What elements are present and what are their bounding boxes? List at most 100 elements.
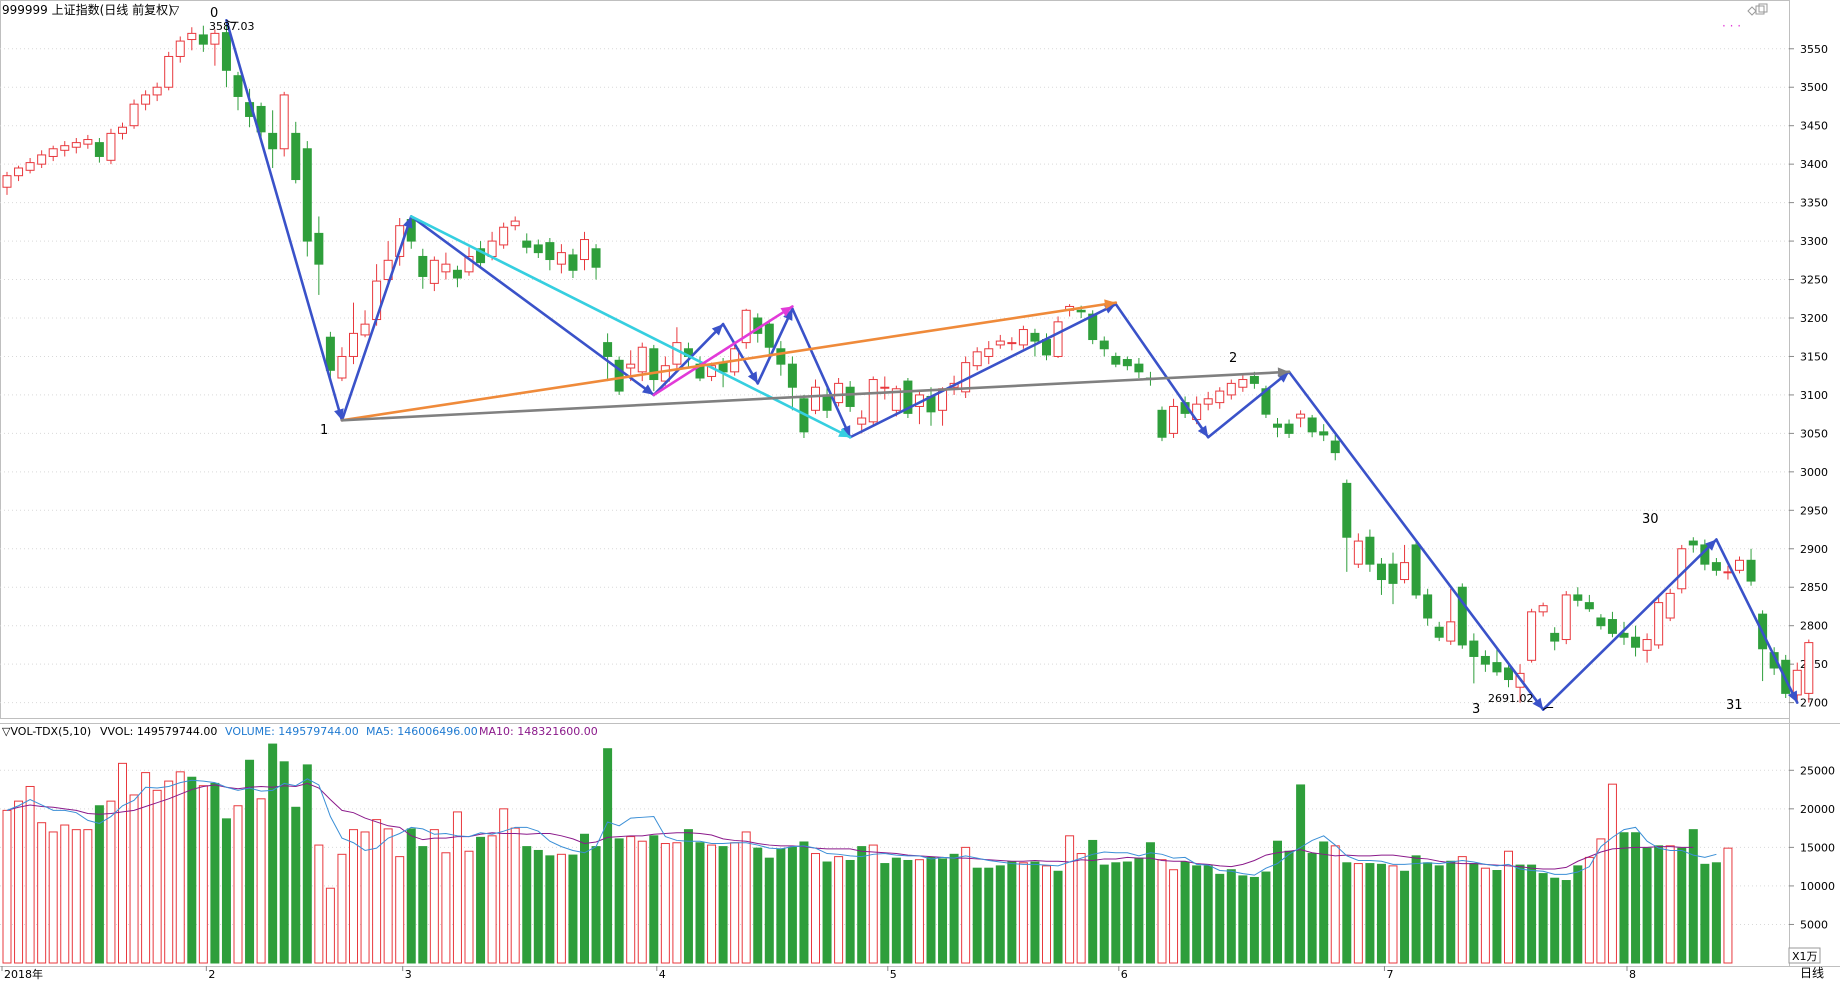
candle-up	[1677, 548, 1687, 590]
candle-up	[707, 365, 717, 377]
volume-bar-up	[730, 842, 740, 964]
candle-down	[1711, 562, 1721, 571]
candle-up	[25, 162, 35, 171]
volume-indicator-label[interactable]: ▽VOL-TDX(5,10)	[2, 725, 91, 738]
volume-bar-up	[1353, 863, 1363, 964]
volume-bar-up	[1065, 835, 1075, 964]
ma5-label: MA5: 146006496.00	[366, 725, 478, 738]
candle-up	[1735, 559, 1744, 571]
candle-down	[533, 244, 543, 254]
price-tick-label: 2700	[1800, 697, 1828, 710]
title-dropdown-icon[interactable]: ▽	[170, 3, 180, 17]
volume-bar-up	[741, 831, 751, 964]
volume-bar-up	[198, 785, 208, 964]
volume-bar-down	[1423, 862, 1433, 964]
volume-bar-up	[325, 887, 335, 964]
wave-arrowhead	[641, 384, 654, 395]
wave-arrowhead	[1705, 539, 1717, 551]
volume-bar-down	[683, 829, 693, 964]
high-value-label: 3587.03	[209, 20, 255, 33]
candle-down	[1365, 536, 1375, 565]
menu-dots-icon[interactable]: · · ·	[1722, 19, 1741, 33]
price-tick-label: 3300	[1800, 235, 1828, 248]
wave-line	[1287, 370, 1545, 711]
volume-bar-down	[891, 857, 901, 964]
volume-bar-down	[995, 865, 1005, 964]
candle-down	[1434, 626, 1444, 638]
candle-up	[556, 252, 566, 265]
volume-bar-up	[1018, 862, 1028, 964]
candle-down	[1457, 586, 1467, 646]
volume-bar-down	[1122, 861, 1132, 964]
volume-axis: 25000 20000 15000 10000 5000	[1789, 764, 1835, 931]
wave-label-0: 0	[210, 6, 218, 21]
candle-up	[1169, 405, 1179, 434]
volume-bar-up	[1504, 850, 1513, 964]
volume-bar-up	[175, 771, 185, 964]
candle-up	[984, 348, 994, 357]
candle-down	[1631, 636, 1641, 648]
volume-tick-label: 10000	[1800, 880, 1835, 893]
wave-arrowhead	[783, 308, 793, 321]
candle-down	[268, 132, 278, 150]
wave-arrowhead	[402, 216, 413, 229]
volume-bar-down	[695, 842, 705, 964]
volume-bar-down	[1284, 850, 1294, 964]
volume-bar-up	[834, 856, 844, 964]
volume-bar-down	[1134, 857, 1144, 964]
candle-up	[1215, 390, 1225, 404]
volume-bar-down	[1145, 842, 1155, 964]
wave-line	[1715, 538, 1799, 704]
volume-bar-up	[14, 800, 24, 964]
candle-up	[1203, 398, 1213, 405]
volume-bar-down	[1180, 861, 1190, 964]
period-label[interactable]: 日线	[1800, 966, 1824, 980]
volume-bar-up	[1042, 865, 1051, 964]
volume-bar-up	[48, 831, 58, 964]
candle-up	[1226, 382, 1236, 396]
volume-bar-down	[880, 863, 890, 964]
volume-bar-up	[1480, 867, 1490, 964]
candle-down	[591, 248, 601, 268]
volume-bar-down	[603, 748, 613, 964]
candle-down	[822, 394, 832, 411]
candle-down	[1342, 482, 1352, 538]
volume-bar-up	[499, 808, 509, 964]
volume-tick-label: 5000	[1800, 918, 1828, 931]
wave-arrowhead	[841, 425, 851, 438]
candle-up	[857, 417, 867, 425]
volume-bar-down	[857, 846, 867, 964]
volume-bar-up	[349, 829, 358, 964]
candle-down	[1376, 563, 1386, 581]
volume-bar-down	[1642, 847, 1652, 964]
volume-bar-down	[1007, 861, 1017, 964]
candle-up	[510, 220, 520, 227]
candle-down	[1111, 355, 1121, 365]
volume-bar-down	[1203, 865, 1213, 964]
candle-down	[764, 323, 774, 348]
volume-bar-down	[210, 782, 220, 964]
candle-up	[672, 342, 682, 365]
volume-bar-down	[279, 761, 289, 964]
volume-bar-down	[1192, 865, 1202, 964]
restore-window-icon[interactable]	[1755, 3, 1768, 15]
candle-up	[1792, 669, 1802, 696]
candle-up	[637, 346, 647, 373]
diamond-icon[interactable]	[1747, 6, 1757, 16]
volume-bar-down	[718, 846, 728, 964]
ma5-line	[6, 778, 1717, 876]
candle-down	[1492, 662, 1502, 673]
volume-tick-label: 25000	[1800, 764, 1835, 777]
candle-down	[221, 32, 231, 71]
candle-up	[14, 167, 24, 177]
volume-bar-up	[811, 853, 820, 964]
candle-down	[476, 248, 486, 264]
volume-bar-down	[302, 764, 312, 964]
chart-title: 999999 上证指数(日线 前复权)	[2, 2, 173, 17]
volume-bar-up	[1723, 847, 1733, 964]
wave-arrowhead	[747, 371, 758, 384]
candle-up	[891, 388, 901, 411]
candle-up	[1007, 342, 1017, 345]
date-tick-label: 8	[1629, 968, 1636, 981]
